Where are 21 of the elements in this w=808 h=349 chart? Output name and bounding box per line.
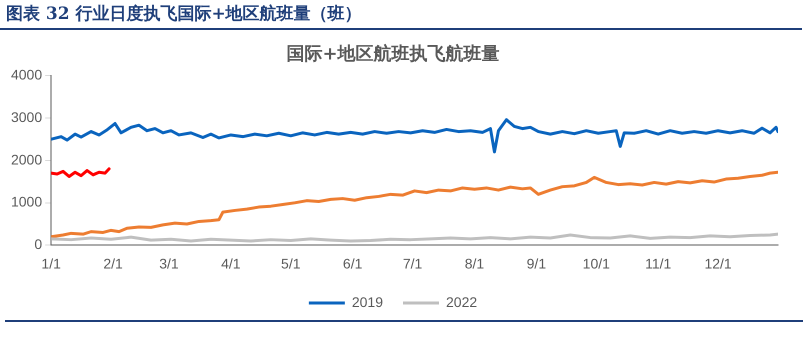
y-tick-label: 0 <box>34 236 42 252</box>
y-tick-label: 3000 <box>10 108 42 125</box>
chart-subtitle: 图表 32 行业日度执飞国际+地区航班量（班） <box>0 0 802 30</box>
x-tick-label: 12/1 <box>704 255 732 272</box>
x-tick-label: 7/1 <box>402 255 423 272</box>
x-tick-label: 1/1 <box>41 255 62 272</box>
x-tick-label: 8/1 <box>464 255 484 272</box>
x-tick-label: 10/1 <box>582 255 610 272</box>
x-tick-label: 11/1 <box>645 255 672 272</box>
legend-label: 2019 <box>352 294 384 310</box>
x-tick-label: 4/1 <box>221 255 241 272</box>
legend-label: 2022 <box>446 294 478 310</box>
y-tick-label: 2000 <box>10 151 42 168</box>
y-tick-label: 1000 <box>10 194 42 210</box>
x-tick-label: 3/1 <box>159 255 179 272</box>
x-tick-label: 9/1 <box>526 255 546 272</box>
x-tick-label: 5/1 <box>281 255 301 272</box>
y-tick-label: 4000 <box>10 66 42 82</box>
chart-title: 国际+地区航班执飞航班量 <box>286 43 500 64</box>
x-tick-label: 6/1 <box>342 255 363 272</box>
x-tick-label: 2/1 <box>103 255 123 272</box>
